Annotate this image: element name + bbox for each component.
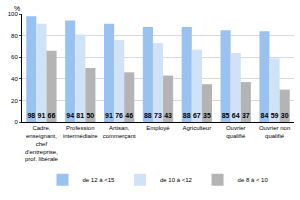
svg-text:20: 20 — [11, 98, 18, 104]
svg-text:de 8 à < 10: de 8 à < 10 — [238, 177, 269, 183]
svg-text:67: 67 — [193, 112, 201, 119]
svg-text:Employé: Employé — [146, 125, 170, 131]
svg-text:Professionintermédiaire: Professionintermédiaire — [63, 125, 98, 139]
svg-text:100: 100 — [8, 11, 19, 17]
svg-text:91: 91 — [37, 112, 45, 119]
svg-text:88: 88 — [183, 112, 191, 119]
svg-text:de 10 à <12: de 10 à <12 — [160, 177, 193, 183]
svg-text:0: 0 — [14, 119, 18, 125]
svg-text:35: 35 — [203, 112, 211, 119]
svg-text:Ouvrierqualifié: Ouvrierqualifié — [226, 125, 246, 139]
svg-text:46: 46 — [125, 112, 133, 119]
svg-text:84: 84 — [261, 112, 269, 119]
svg-text:50: 50 — [86, 112, 94, 119]
svg-text:59: 59 — [271, 112, 279, 119]
svg-text:91: 91 — [105, 112, 113, 119]
svg-text:73: 73 — [154, 112, 162, 119]
svg-text:Artisan,commerçant: Artisan,commerçant — [103, 125, 136, 139]
svg-text:30: 30 — [281, 112, 289, 119]
svg-text:Ouvrier nonqualifié: Ouvrier nonqualifié — [259, 125, 290, 139]
svg-text:64: 64 — [232, 112, 240, 119]
svg-text:Agriculteur: Agriculteur — [183, 125, 212, 131]
svg-text:%: % — [14, 5, 20, 12]
svg-text:60: 60 — [11, 54, 18, 60]
svg-text:81: 81 — [76, 112, 84, 119]
svg-text:76: 76 — [115, 112, 123, 119]
svg-text:88: 88 — [144, 112, 152, 119]
svg-text:80: 80 — [11, 33, 18, 39]
svg-text:37: 37 — [242, 112, 250, 119]
svg-text:94: 94 — [66, 112, 74, 119]
svg-text:85: 85 — [222, 112, 230, 119]
svg-text:66: 66 — [48, 112, 56, 119]
svg-text:98: 98 — [27, 112, 35, 119]
svg-text:de 12 à <15: de 12 à <15 — [83, 177, 116, 183]
svg-text:40: 40 — [11, 76, 18, 82]
svg-text:43: 43 — [164, 112, 172, 119]
svg-text:Cadre,enseignant,chefd'entrepr: Cadre,enseignant,chefd'entreprise,prof. … — [25, 125, 59, 162]
